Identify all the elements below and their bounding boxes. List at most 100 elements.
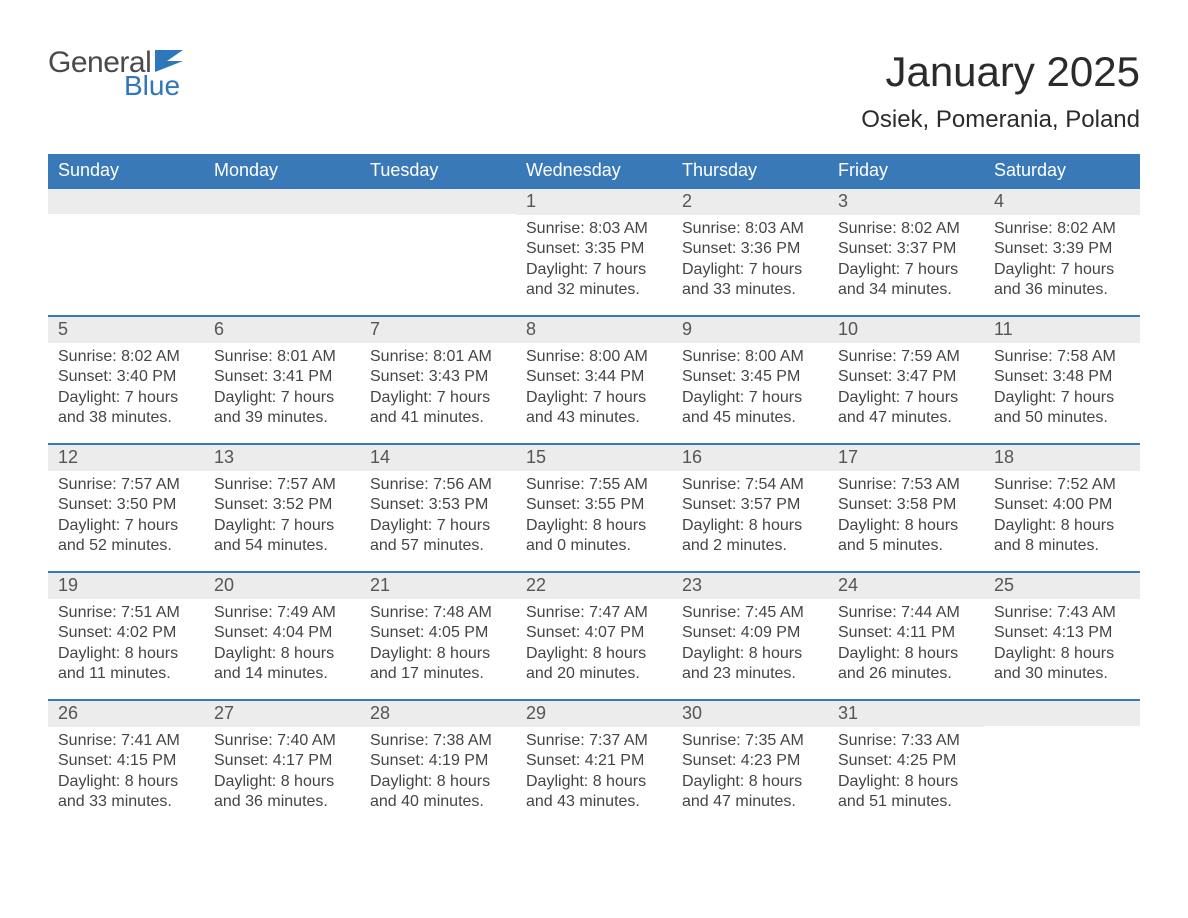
daylight-line-1: Daylight: 8 hours	[994, 516, 1130, 536]
week-row: 26Sunrise: 7:41 AMSunset: 4:15 PMDayligh…	[48, 699, 1140, 827]
daylight-line-1: Daylight: 7 hours	[58, 388, 194, 408]
day-number: 6	[204, 317, 360, 343]
day-cell: 11Sunrise: 7:58 AMSunset: 3:48 PMDayligh…	[984, 317, 1140, 443]
daylight-line-1: Daylight: 7 hours	[58, 516, 194, 536]
daylight-line-1: Daylight: 8 hours	[370, 644, 506, 664]
day-body: Sunrise: 7:51 AMSunset: 4:02 PMDaylight:…	[48, 599, 204, 685]
day-of-week-header: SundayMondayTuesdayWednesdayThursdayFrid…	[48, 154, 1140, 189]
sunrise-line: Sunrise: 7:49 AM	[214, 603, 350, 623]
day-cell: 25Sunrise: 7:43 AMSunset: 4:13 PMDayligh…	[984, 573, 1140, 699]
sunset-line: Sunset: 3:47 PM	[838, 367, 974, 387]
sunset-line: Sunset: 3:53 PM	[370, 495, 506, 515]
day-body: Sunrise: 8:00 AMSunset: 3:45 PMDaylight:…	[672, 343, 828, 429]
sunset-line: Sunset: 3:48 PM	[994, 367, 1130, 387]
sunrise-line: Sunrise: 8:01 AM	[370, 347, 506, 367]
day-number: 20	[204, 573, 360, 599]
sunset-line: Sunset: 4:04 PM	[214, 623, 350, 643]
day-body: Sunrise: 8:03 AMSunset: 3:35 PMDaylight:…	[516, 215, 672, 301]
day-cell: 31Sunrise: 7:33 AMSunset: 4:25 PMDayligh…	[828, 701, 984, 827]
calendar-grid: SundayMondayTuesdayWednesdayThursdayFrid…	[48, 154, 1140, 827]
day-body: Sunrise: 7:49 AMSunset: 4:04 PMDaylight:…	[204, 599, 360, 685]
daylight-line-1: Daylight: 8 hours	[682, 772, 818, 792]
day-cell	[204, 189, 360, 315]
day-cell: 20Sunrise: 7:49 AMSunset: 4:04 PMDayligh…	[204, 573, 360, 699]
daylight-line-1: Daylight: 8 hours	[370, 772, 506, 792]
day-number: 30	[672, 701, 828, 727]
day-number: 3	[828, 189, 984, 215]
daylight-line-2: and 52 minutes.	[58, 536, 194, 556]
sunset-line: Sunset: 3:44 PM	[526, 367, 662, 387]
sunset-line: Sunset: 4:13 PM	[994, 623, 1130, 643]
day-cell	[360, 189, 516, 315]
day-number: 31	[828, 701, 984, 727]
empty-day-number	[360, 189, 516, 214]
day-body: Sunrise: 7:57 AMSunset: 3:52 PMDaylight:…	[204, 471, 360, 557]
day-cell	[48, 189, 204, 315]
day-cell	[984, 701, 1140, 827]
daylight-line-1: Daylight: 7 hours	[370, 516, 506, 536]
sunrise-line: Sunrise: 7:40 AM	[214, 731, 350, 751]
day-number: 5	[48, 317, 204, 343]
daylight-line-2: and 30 minutes.	[994, 664, 1130, 684]
daylight-line-1: Daylight: 7 hours	[682, 388, 818, 408]
day-cell: 3Sunrise: 8:02 AMSunset: 3:37 PMDaylight…	[828, 189, 984, 315]
daylight-line-1: Daylight: 8 hours	[58, 772, 194, 792]
day-cell: 17Sunrise: 7:53 AMSunset: 3:58 PMDayligh…	[828, 445, 984, 571]
sunrise-line: Sunrise: 7:45 AM	[682, 603, 818, 623]
daylight-line-2: and 50 minutes.	[994, 408, 1130, 428]
sunrise-line: Sunrise: 8:03 AM	[682, 219, 818, 239]
sunset-line: Sunset: 3:57 PM	[682, 495, 818, 515]
daylight-line-1: Daylight: 7 hours	[214, 388, 350, 408]
sunrise-line: Sunrise: 7:55 AM	[526, 475, 662, 495]
daylight-line-1: Daylight: 8 hours	[526, 644, 662, 664]
day-number: 24	[828, 573, 984, 599]
sunrise-line: Sunrise: 7:48 AM	[370, 603, 506, 623]
sunset-line: Sunset: 4:02 PM	[58, 623, 194, 643]
sunrise-line: Sunrise: 7:58 AM	[994, 347, 1130, 367]
daylight-line-1: Daylight: 7 hours	[994, 260, 1130, 280]
dow-cell: Tuesday	[360, 154, 516, 189]
day-body: Sunrise: 7:45 AMSunset: 4:09 PMDaylight:…	[672, 599, 828, 685]
sunrise-line: Sunrise: 8:01 AM	[214, 347, 350, 367]
daylight-line-1: Daylight: 7 hours	[370, 388, 506, 408]
daylight-line-1: Daylight: 7 hours	[682, 260, 818, 280]
day-cell: 7Sunrise: 8:01 AMSunset: 3:43 PMDaylight…	[360, 317, 516, 443]
day-number: 7	[360, 317, 516, 343]
daylight-line-1: Daylight: 8 hours	[838, 644, 974, 664]
day-body: Sunrise: 7:44 AMSunset: 4:11 PMDaylight:…	[828, 599, 984, 685]
sunrise-line: Sunrise: 7:59 AM	[838, 347, 974, 367]
day-cell: 26Sunrise: 7:41 AMSunset: 4:15 PMDayligh…	[48, 701, 204, 827]
sunset-line: Sunset: 3:39 PM	[994, 239, 1130, 259]
daylight-line-1: Daylight: 8 hours	[994, 644, 1130, 664]
day-number: 19	[48, 573, 204, 599]
day-number: 12	[48, 445, 204, 471]
day-number: 25	[984, 573, 1140, 599]
dow-cell: Sunday	[48, 154, 204, 189]
sunset-line: Sunset: 3:52 PM	[214, 495, 350, 515]
daylight-line-2: and 23 minutes.	[682, 664, 818, 684]
day-body: Sunrise: 8:02 AMSunset: 3:40 PMDaylight:…	[48, 343, 204, 429]
day-number: 26	[48, 701, 204, 727]
weeks-container: 1Sunrise: 8:03 AMSunset: 3:35 PMDaylight…	[48, 189, 1140, 827]
sunrise-line: Sunrise: 7:38 AM	[370, 731, 506, 751]
day-cell: 6 Sunrise: 8:01 AMSunset: 3:41 PMDaylight…	[204, 317, 360, 443]
day-cell: 13Sunrise: 7:57 AMSunset: 3:52 PMDayligh…	[204, 445, 360, 571]
dow-cell: Friday	[828, 154, 984, 189]
day-body: Sunrise: 7:43 AMSunset: 4:13 PMDaylight:…	[984, 599, 1140, 685]
daylight-line-2: and 2 minutes.	[682, 536, 818, 556]
title-block: January 2025 Osiek, Pomerania, Poland	[861, 48, 1140, 134]
day-cell: 21Sunrise: 7:48 AMSunset: 4:05 PMDayligh…	[360, 573, 516, 699]
sunrise-line: Sunrise: 7:52 AM	[994, 475, 1130, 495]
daylight-line-2: and 36 minutes.	[994, 280, 1130, 300]
day-body: Sunrise: 7:37 AMSunset: 4:21 PMDaylight:…	[516, 727, 672, 813]
day-number: 11	[984, 317, 1140, 343]
sunset-line: Sunset: 3:41 PM	[214, 367, 350, 387]
day-body: Sunrise: 7:38 AMSunset: 4:19 PMDaylight:…	[360, 727, 516, 813]
day-cell: 23Sunrise: 7:45 AMSunset: 4:09 PMDayligh…	[672, 573, 828, 699]
daylight-line-2: and 32 minutes.	[526, 280, 662, 300]
day-body: Sunrise: 7:35 AMSunset: 4:23 PMDaylight:…	[672, 727, 828, 813]
day-body: Sunrise: 7:47 AMSunset: 4:07 PMDaylight:…	[516, 599, 672, 685]
empty-day-number	[204, 189, 360, 214]
daylight-line-1: Daylight: 7 hours	[526, 388, 662, 408]
day-body: Sunrise: 7:54 AMSunset: 3:57 PMDaylight:…	[672, 471, 828, 557]
